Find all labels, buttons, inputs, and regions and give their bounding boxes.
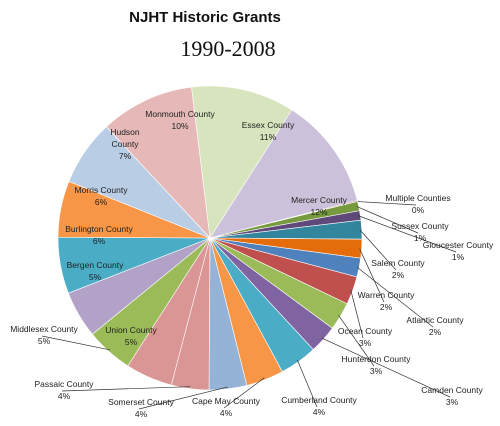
leader-line-somerset-county — [138, 386, 228, 410]
percent-label: 4% — [58, 391, 71, 401]
data-label-burlington-county: Burlington County 6% — [65, 224, 133, 246]
percent-label: 2% — [380, 302, 393, 312]
leader-line-gloucester-county — [358, 215, 457, 253]
leader-line-hunterdon-county — [338, 315, 375, 367]
data-label-somerset-county: Somerset County 4% — [108, 397, 174, 419]
percent-label: 6% — [95, 197, 108, 207]
leader-line-cape-may-county — [223, 377, 265, 409]
slice-name-label: Camden County — [421, 385, 483, 395]
data-label-multiple-counties: Multiple Counties 0% — [385, 193, 450, 215]
data-label-camden-county: Camden County 3% — [421, 385, 483, 407]
chart-title: NJHT Historic Grants — [129, 9, 281, 26]
data-label-hunterdon-county: Hunterdon County 3% — [342, 354, 412, 376]
percent-label: 0% — [412, 205, 425, 215]
leader-line-cumberland-county — [296, 359, 318, 408]
slice-name-label: Hunterdon County — [342, 354, 412, 364]
leader-line-sussex-county — [356, 206, 419, 234]
slice-name-label: Gloucester County — [423, 240, 494, 250]
percent-label: 2% — [392, 270, 405, 280]
slice-name-label: Mercer County — [291, 195, 347, 205]
percent-label: 7% — [119, 151, 132, 161]
data-label-union-county: Union County 5% — [105, 325, 157, 347]
percent-label: 1% — [414, 233, 427, 243]
slice-name-label: Warren County — [358, 290, 416, 300]
slice-mercer-county — [209, 109, 358, 239]
percent-label: 11% — [260, 132, 277, 142]
slice-name-label: County — [112, 139, 140, 149]
slice-monmouth-county — [105, 86, 211, 239]
percent-label: 4% — [135, 409, 148, 419]
leader-line-passaic-county — [61, 386, 191, 392]
slice-name-label: Monmouth County — [145, 109, 215, 119]
data-label-hudson-county: Hudson County 7% — [110, 127, 140, 161]
slice-name-label: Multiple Counties — [385, 193, 450, 203]
percent-label: 4% — [220, 408, 233, 418]
data-label-middlesex-county: Middlesex County 5% — [10, 324, 78, 346]
data-label-cumberland-county: Cumberland County 4% — [281, 395, 357, 417]
slice-name-label: Cape May County — [192, 396, 261, 406]
leader-line-ocean-county — [350, 289, 364, 339]
data-label-ocean-county: Ocean County 3% — [338, 326, 393, 348]
leader-line-camden-county — [321, 337, 451, 398]
chart-subtitle: 1990-2008 — [180, 36, 276, 61]
data-label-essex-county: Essex County 11% — [242, 120, 295, 142]
percent-label: 3% — [359, 338, 372, 348]
slice-name-label: Atlantic County — [406, 315, 464, 325]
slice-name-label: Morris County — [75, 185, 129, 195]
slice-name-label: Hudson — [110, 127, 140, 137]
slice-name-label: Burlington County — [65, 224, 133, 234]
leader-line-atlantic-county — [356, 266, 434, 328]
slice-name-label: Bergen County — [67, 260, 124, 270]
data-label-morris-county: Morris County 6% — [75, 185, 129, 207]
data-label-sussex-county: Sussex County 1% — [391, 221, 449, 243]
leader-line-warren-county — [359, 248, 385, 303]
data-label-mercer-county: Mercer County 12% — [291, 195, 347, 217]
leader-line-salem-county — [359, 229, 397, 271]
percent-label: 5% — [89, 272, 102, 282]
percent-label: 10% — [171, 121, 188, 131]
slice-name-label: Passaic County — [34, 379, 94, 389]
percent-label: 12% — [310, 207, 327, 217]
percent-label: 4% — [313, 407, 326, 417]
leader-line-multiple-counties — [355, 201, 417, 206]
percent-label: 6% — [93, 236, 106, 246]
data-label-passaic-county: Passaic County 4% — [34, 379, 94, 401]
data-label-monmouth-county: Monmouth County 10% — [145, 109, 215, 131]
data-label-salem-county: Salem County 2% — [371, 258, 425, 280]
slice-name-label: Middlesex County — [10, 324, 78, 334]
slice-name-label: Ocean County — [338, 326, 393, 336]
percent-label: 2% — [429, 327, 442, 337]
slice-name-label: Essex County — [242, 120, 295, 130]
leader-line-middlesex-county — [41, 335, 111, 351]
data-label-bergen-county: Bergen County 5% — [67, 260, 124, 282]
data-label-warren-county: Warren County 2% — [358, 290, 416, 312]
slice-name-label: Sussex County — [391, 221, 449, 231]
percent-label: 5% — [38, 336, 51, 346]
percent-label: 1% — [452, 252, 465, 262]
percent-label: 5% — [125, 337, 138, 347]
percent-label: 3% — [370, 366, 383, 376]
data-label-cape-may-county: Cape May County 4% — [192, 396, 261, 418]
slice-name-label: Cumberland County — [281, 395, 357, 405]
data-label-atlantic-county: Atlantic County 2% — [406, 315, 464, 337]
slice-name-label: Union County — [105, 325, 157, 335]
slice-essex-county — [191, 85, 293, 239]
slice-name-label: Somerset County — [108, 397, 174, 407]
percent-label: 3% — [446, 397, 459, 407]
data-label-gloucester-county: Gloucester County 1% — [423, 240, 494, 262]
slice-name-label: Salem County — [371, 258, 425, 268]
